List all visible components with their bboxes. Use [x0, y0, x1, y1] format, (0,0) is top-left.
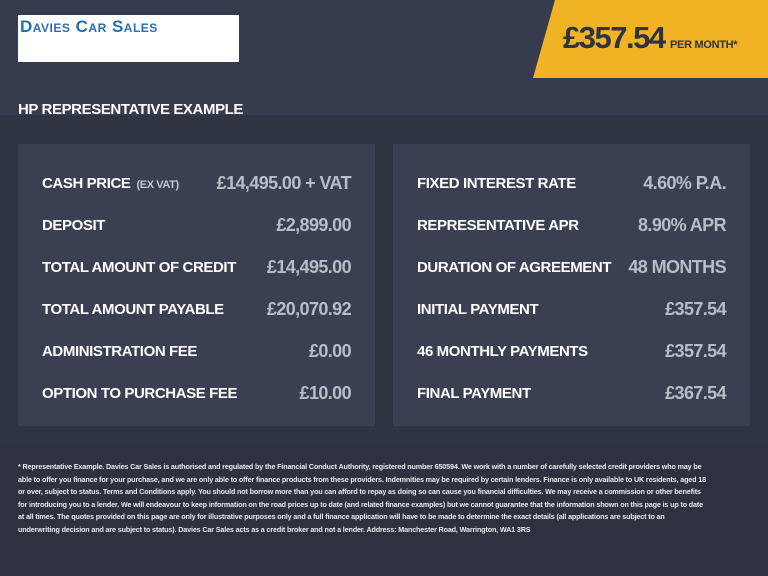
row-value: £10.00 [299, 383, 352, 403]
row-label: TOTAL AMOUNT PAYABLE [42, 301, 224, 318]
row-label: TOTAL AMOUNT OF CREDIT [42, 259, 236, 276]
finance-row: 46 MONTHLY PAYMENTS £357.54 [417, 341, 727, 365]
row-value: £357.54 [665, 299, 726, 319]
finance-row: CASH PRICE (EX VAT) £14,495.00 + VAT [42, 173, 352, 197]
row-label: CASH PRICE (EX VAT) [42, 175, 179, 192]
row-label-text: TOTAL AMOUNT PAYABLE [42, 301, 224, 318]
row-value: £0.00 [308, 341, 352, 361]
row-label-text: 46 MONTHLY PAYMENTS [417, 343, 588, 360]
row-label-text: TOTAL AMOUNT OF CREDIT [42, 259, 236, 276]
row-label: INITIAL PAYMENT [417, 301, 539, 318]
section-title: HP REPRESENTATIVE EXAMPLE [18, 101, 244, 118]
row-value: 4.60% P.A. [643, 173, 726, 193]
row-label-text: DURATION OF AGREEMENT [417, 259, 612, 276]
finance-row: OPTION TO PURCHASE FEE £10.00 [42, 383, 352, 407]
row-label-text: OPTION TO PURCHASE FEE [42, 385, 238, 402]
finance-row: INITIAL PAYMENT £357.54 [417, 299, 727, 323]
row-label: OPTION TO PURCHASE FEE [42, 385, 238, 402]
finance-details-right-panel: FIXED INTEREST RATE 4.60% P.A. REPRESENTAT… [393, 144, 750, 426]
dealer-logo: Davies Car Sales [18, 15, 239, 62]
monthly-price: £357.54 [563, 20, 666, 55]
row-value: £14,495.00 + VAT [216, 173, 352, 193]
row-value: 8.90% APR [638, 215, 727, 235]
finance-row: FIXED INTEREST RATE 4.60% P.A. [417, 173, 727, 197]
finance-row: DEPOSIT £2,899.00 [42, 215, 352, 239]
disclaimer-text: * Representative Example. Davies Car Sal… [18, 462, 706, 534]
row-label-text: INITIAL PAYMENT [417, 301, 539, 318]
finance-row: REPRESENTATIVE APR 8.90% APR [417, 215, 727, 239]
row-label: DURATION OF AGREEMENT [417, 259, 611, 276]
finance-row: FINAL PAYMENT £367.54 [417, 383, 727, 407]
row-value: £357.54 [665, 341, 726, 361]
row-value: £14,495.00 [266, 257, 352, 277]
finance-row: TOTAL AMOUNT PAYABLE £20,070.92 [42, 299, 352, 323]
finance-row: DURATION OF AGREEMENT 48 MONTHS [417, 257, 727, 281]
row-value: £20,070.92 [266, 299, 352, 319]
footer: * Representative Example. Davies Car Sal… [0, 444, 768, 576]
row-label: FINAL PAYMENT [417, 385, 531, 402]
per-month-label: PER MONTH* [670, 39, 738, 51]
row-label-text: ADMINISTRATION FEE [42, 343, 198, 360]
row-label-text: FIXED INTEREST RATE [417, 175, 576, 192]
row-label: REPRESENTATIVE APR [417, 217, 579, 234]
finance-row: TOTAL AMOUNT OF CREDIT £14,495.00 [42, 257, 352, 281]
row-label-text: REPRESENTATIVE APR [417, 217, 579, 234]
row-sublabel: (EX VAT) [136, 179, 180, 191]
header: Davies Car Sales £357.54 PER MONTH* [0, 0, 768, 115]
monthly-price-badge: £357.54 PER MONTH* [533, 0, 768, 78]
row-label: ADMINISTRATION FEE [42, 343, 197, 360]
row-label-text: CASH PRICE [42, 175, 131, 192]
row-value: £367.54 [665, 383, 726, 403]
row-label-text: FINAL PAYMENT [417, 385, 531, 402]
row-label: DEPOSIT [42, 217, 105, 234]
row-value: 48 MONTHS [628, 257, 726, 277]
row-label-text: DEPOSIT [42, 217, 106, 234]
row-label: FIXED INTEREST RATE [417, 175, 576, 192]
finance-row: ADMINISTRATION FEE £0.00 [42, 341, 352, 365]
finance-details-left-panel: CASH PRICE (EX VAT) £14,495.00 + VAT DEPOSI… [18, 144, 375, 426]
logo-text: Davies Car Sales [20, 17, 158, 36]
row-label: 46 MONTHLY PAYMENTS [417, 343, 588, 360]
row-value: £2,899.00 [276, 215, 351, 235]
